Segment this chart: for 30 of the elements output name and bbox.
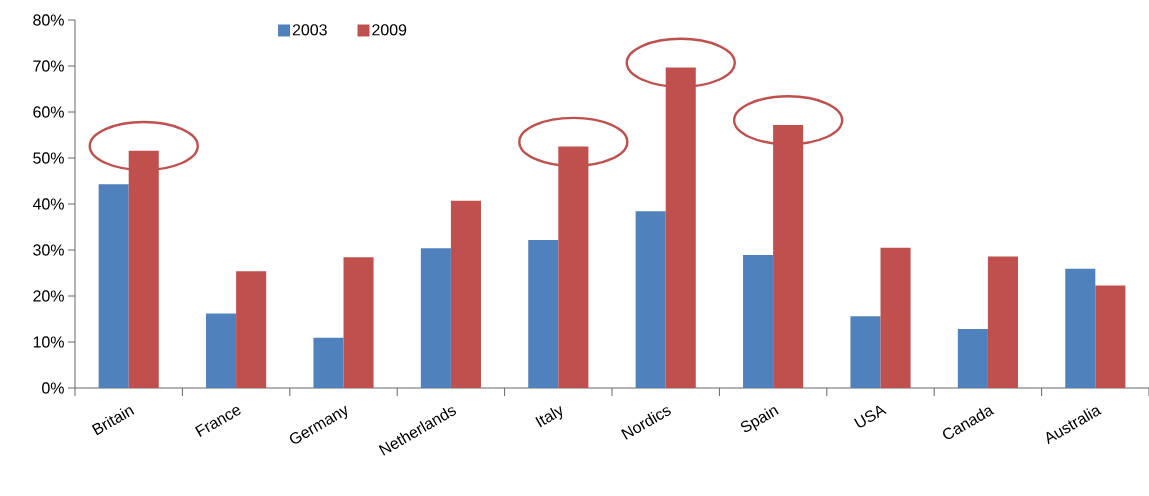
y-tick-label: 70% [33, 60, 64, 72]
bar [880, 247, 911, 388]
y-tick-label: 0% [42, 382, 64, 394]
bar [420, 248, 451, 388]
bar [850, 316, 881, 388]
legend-label: 2009 [372, 24, 407, 36]
bar [957, 329, 988, 388]
y-tick-label: 60% [33, 106, 64, 118]
bar [1065, 268, 1096, 388]
bar [743, 255, 774, 388]
bar [635, 211, 666, 388]
bar [236, 271, 267, 388]
y-tick-label: 50% [33, 152, 64, 164]
y-tick-label: 80% [33, 14, 64, 26]
bar [987, 256, 1018, 388]
x-tick-label: Italy [535, 406, 563, 428]
x-tick-label: USA [853, 405, 887, 428]
bar [1095, 285, 1126, 388]
legend-label: 2003 [292, 24, 327, 36]
x-tick-label: Spain [740, 407, 779, 433]
bar [313, 337, 344, 388]
bar [450, 200, 481, 388]
bar [98, 184, 129, 388]
bar [343, 257, 374, 388]
y-tick-label: 30% [33, 244, 64, 256]
bar [206, 313, 237, 388]
y-tick-label: 20% [33, 290, 64, 302]
bar [528, 239, 559, 388]
y-tick-label: 40% [32, 198, 64, 210]
y-tick-label: 10% [33, 336, 64, 348]
